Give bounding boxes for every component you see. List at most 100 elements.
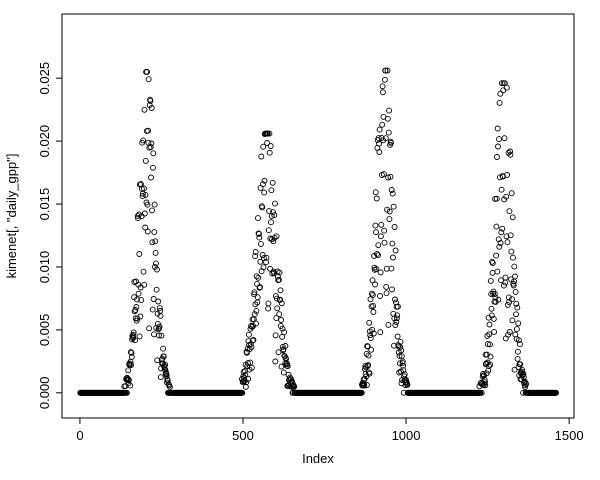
y-axis-label: kimenet[, "daily_gpp"] bbox=[4, 154, 19, 279]
data-point bbox=[514, 348, 521, 355]
data-point bbox=[259, 252, 266, 258]
data-point bbox=[254, 294, 261, 301]
data-point bbox=[268, 187, 275, 194]
data-point bbox=[506, 329, 513, 335]
data-point bbox=[397, 338, 404, 345]
data-point bbox=[136, 251, 143, 257]
data-point bbox=[382, 135, 389, 142]
data-point bbox=[142, 224, 149, 231]
data-point bbox=[245, 375, 252, 382]
data-point bbox=[384, 67, 391, 74]
data-point bbox=[498, 186, 505, 193]
data-point bbox=[379, 89, 386, 96]
data-point bbox=[257, 184, 264, 191]
data-point bbox=[489, 269, 496, 276]
data-point bbox=[275, 276, 282, 283]
data-point bbox=[253, 273, 260, 280]
data-point bbox=[260, 264, 267, 271]
data-point bbox=[265, 300, 272, 307]
data-point bbox=[368, 290, 375, 297]
data-point bbox=[263, 254, 270, 261]
data-point bbox=[485, 363, 492, 370]
data-point bbox=[400, 362, 407, 369]
data-point bbox=[153, 286, 160, 293]
data-point bbox=[502, 274, 509, 281]
data-point bbox=[486, 341, 493, 348]
data-point bbox=[249, 323, 256, 330]
data-point bbox=[513, 311, 519, 318]
data-point bbox=[130, 331, 137, 338]
data-point bbox=[382, 67, 389, 74]
data-point bbox=[134, 212, 141, 219]
data-point bbox=[482, 379, 488, 386]
data-point bbox=[384, 115, 391, 122]
data-point bbox=[394, 303, 401, 310]
data-point bbox=[400, 367, 407, 374]
data-point bbox=[366, 319, 373, 326]
data-point bbox=[498, 80, 505, 87]
data-point bbox=[266, 149, 273, 156]
data-point bbox=[268, 213, 275, 220]
data-point bbox=[137, 313, 144, 320]
x-tick-label: 1500 bbox=[555, 428, 584, 443]
data-point bbox=[147, 144, 154, 150]
data-point bbox=[478, 389, 485, 396]
data-point bbox=[503, 233, 510, 240]
data-point bbox=[515, 320, 522, 327]
data-point bbox=[244, 345, 251, 352]
data-point bbox=[152, 260, 159, 267]
data-point bbox=[125, 377, 132, 383]
data-point bbox=[496, 243, 503, 250]
data-point bbox=[152, 238, 159, 245]
data-point bbox=[155, 332, 162, 339]
data-point bbox=[495, 143, 501, 150]
y-tick-label: 0.015 bbox=[37, 188, 52, 221]
data-point bbox=[390, 203, 397, 210]
data-point bbox=[264, 130, 271, 137]
data-point bbox=[513, 300, 520, 307]
data-point bbox=[239, 389, 246, 396]
data-point bbox=[386, 208, 393, 215]
data-point bbox=[364, 343, 371, 350]
data-point bbox=[523, 381, 530, 387]
data-point bbox=[498, 229, 505, 236]
data-point bbox=[363, 382, 370, 388]
data-point bbox=[387, 173, 394, 180]
data-point bbox=[138, 297, 145, 304]
data-point bbox=[510, 282, 517, 289]
data-point bbox=[160, 353, 167, 360]
data-point bbox=[256, 230, 262, 237]
data-point bbox=[404, 381, 411, 388]
data-point bbox=[516, 341, 523, 348]
data-point bbox=[124, 376, 131, 383]
data-point bbox=[149, 306, 156, 313]
data-point bbox=[396, 352, 403, 359]
data-point bbox=[272, 358, 279, 365]
data-point bbox=[389, 190, 396, 197]
data-point bbox=[133, 304, 140, 310]
data-point bbox=[394, 312, 401, 319]
data-point bbox=[281, 329, 288, 336]
data-point bbox=[125, 367, 132, 374]
data-point bbox=[276, 269, 283, 276]
data-point bbox=[377, 269, 384, 276]
data-point bbox=[146, 325, 153, 332]
data-points bbox=[77, 67, 560, 396]
y-axis: 0.000 0.005 0.010 0.015 0.020 0.025 bbox=[37, 62, 62, 409]
data-point bbox=[284, 363, 291, 370]
data-point bbox=[364, 363, 371, 369]
data-point bbox=[509, 214, 516, 221]
data-point bbox=[500, 282, 507, 289]
data-point bbox=[369, 326, 376, 333]
data-point bbox=[274, 305, 281, 312]
data-point bbox=[128, 349, 135, 356]
data-point bbox=[261, 177, 268, 184]
data-point bbox=[266, 130, 273, 137]
data-point bbox=[242, 371, 249, 378]
data-point bbox=[148, 140, 155, 147]
data-point bbox=[499, 225, 506, 232]
data-point bbox=[141, 106, 148, 113]
data-point bbox=[161, 364, 168, 370]
data-point bbox=[272, 332, 279, 339]
data-point bbox=[130, 329, 137, 336]
